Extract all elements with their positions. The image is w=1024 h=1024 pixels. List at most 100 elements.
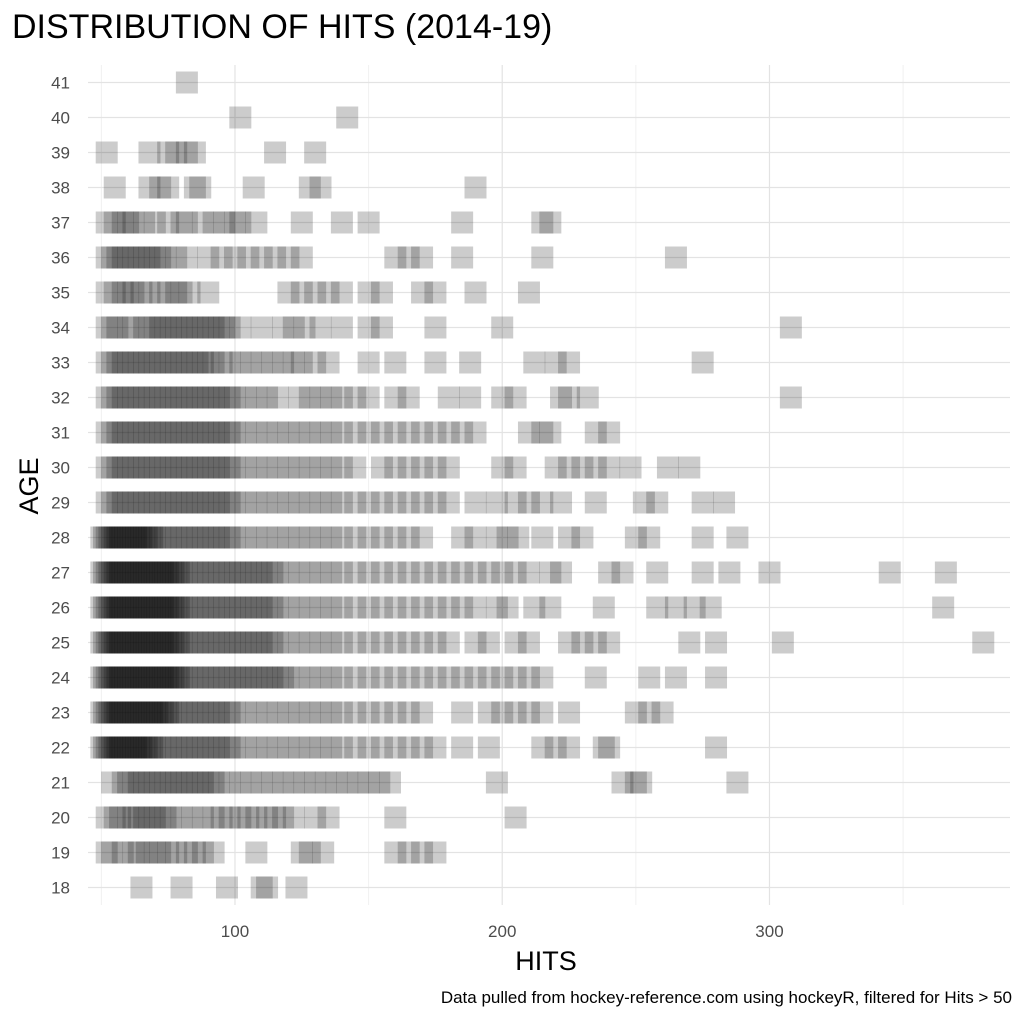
data-point bbox=[330, 596, 353, 619]
data-point bbox=[223, 211, 246, 234]
data-point bbox=[237, 246, 260, 269]
data-point bbox=[437, 666, 460, 689]
data-point bbox=[558, 526, 581, 549]
data-point bbox=[186, 386, 209, 409]
data-point bbox=[135, 631, 158, 654]
data-point bbox=[159, 491, 182, 514]
y-tick-label: 19 bbox=[51, 844, 70, 863]
data-point bbox=[98, 701, 121, 724]
data-point bbox=[256, 701, 279, 724]
data-point bbox=[272, 666, 295, 689]
data-point bbox=[218, 666, 241, 689]
data-point bbox=[223, 491, 246, 514]
data-point bbox=[170, 806, 193, 829]
data-point bbox=[165, 701, 188, 724]
data-point bbox=[141, 666, 164, 689]
chart-caption: Data pulled from hockey-reference.com us… bbox=[440, 988, 1012, 1007]
data-point bbox=[101, 491, 124, 514]
data-point bbox=[277, 281, 300, 304]
data-point bbox=[119, 666, 142, 689]
data-point bbox=[330, 386, 353, 409]
data-point bbox=[95, 141, 118, 164]
data-point bbox=[517, 491, 540, 514]
data-point bbox=[531, 246, 554, 269]
data-point bbox=[114, 596, 137, 619]
data-point bbox=[240, 771, 263, 794]
data-point bbox=[138, 736, 161, 759]
data-point bbox=[678, 456, 701, 479]
data-point bbox=[437, 631, 460, 654]
data-point bbox=[125, 631, 148, 654]
data-point bbox=[234, 386, 257, 409]
data-point bbox=[250, 246, 273, 269]
data-point bbox=[531, 491, 554, 514]
data-point bbox=[157, 561, 180, 584]
data-point bbox=[197, 701, 220, 724]
data-point bbox=[485, 526, 508, 549]
data-point bbox=[277, 456, 300, 479]
data-point bbox=[544, 456, 567, 479]
data-point bbox=[370, 421, 393, 444]
y-tick-label: 35 bbox=[51, 284, 70, 303]
data-point bbox=[451, 211, 474, 234]
data-point bbox=[277, 596, 300, 619]
data-point bbox=[111, 211, 134, 234]
data-point bbox=[309, 631, 332, 654]
data-point bbox=[117, 386, 140, 409]
data-point bbox=[143, 491, 166, 514]
data-point bbox=[151, 561, 174, 584]
data-point bbox=[135, 666, 158, 689]
data-point bbox=[330, 316, 353, 339]
data-point bbox=[250, 351, 273, 374]
data-point bbox=[133, 736, 156, 759]
data-point bbox=[464, 421, 487, 444]
data-point bbox=[202, 841, 225, 864]
data-point bbox=[504, 666, 527, 689]
data-point bbox=[705, 736, 728, 759]
data-point bbox=[127, 701, 150, 724]
data-point bbox=[138, 666, 161, 689]
data-point bbox=[779, 316, 802, 339]
data-point bbox=[325, 771, 348, 794]
data-point bbox=[101, 596, 124, 619]
data-point bbox=[234, 596, 257, 619]
data-point bbox=[175, 386, 198, 409]
data-point bbox=[143, 386, 166, 409]
data-point bbox=[135, 526, 158, 549]
data-point bbox=[159, 771, 182, 794]
data-point bbox=[125, 561, 148, 584]
data-point bbox=[304, 351, 327, 374]
data-point bbox=[344, 526, 367, 549]
data-point bbox=[504, 491, 527, 514]
data-point bbox=[191, 771, 214, 794]
data-point bbox=[175, 596, 198, 619]
data-point bbox=[167, 666, 190, 689]
data-point bbox=[103, 701, 126, 724]
data-point bbox=[106, 526, 129, 549]
data-point bbox=[181, 771, 204, 794]
data-point bbox=[397, 666, 420, 689]
data-point bbox=[127, 736, 150, 759]
data-point bbox=[213, 666, 236, 689]
data-point bbox=[143, 246, 166, 269]
data-point bbox=[256, 631, 279, 654]
data-point bbox=[133, 421, 156, 444]
data-point bbox=[357, 666, 380, 689]
data-point bbox=[771, 631, 794, 654]
data-point bbox=[151, 701, 174, 724]
data-point bbox=[125, 596, 148, 619]
data-point bbox=[218, 771, 241, 794]
data-point bbox=[127, 351, 150, 374]
data-point bbox=[320, 736, 343, 759]
data-point bbox=[135, 596, 158, 619]
data-point bbox=[256, 421, 279, 444]
data-point bbox=[277, 526, 300, 549]
data-point bbox=[175, 456, 198, 479]
data-point bbox=[261, 351, 284, 374]
data-point bbox=[143, 421, 166, 444]
data-point bbox=[154, 421, 177, 444]
data-point bbox=[117, 771, 140, 794]
data-point bbox=[223, 421, 246, 444]
data-point bbox=[135, 701, 158, 724]
data-point bbox=[106, 701, 129, 724]
